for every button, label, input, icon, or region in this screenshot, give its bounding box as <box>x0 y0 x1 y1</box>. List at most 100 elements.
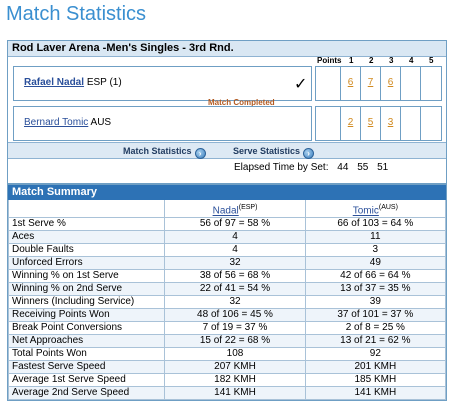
set-score <box>401 107 421 140</box>
set-score: 7 <box>361 67 381 100</box>
set-score: 5 <box>361 107 381 140</box>
elapsed-set-3: 51 <box>377 162 389 173</box>
player2-column-header: Tomic(AUS) <box>304 200 447 218</box>
player2-header-link[interactable]: Tomic <box>352 205 379 217</box>
player1-value: 4 <box>164 229 306 244</box>
set-header-5: 5 <box>429 56 434 65</box>
tab-label: Match Statistics <box>123 146 192 156</box>
set-score: 6 <box>341 67 361 100</box>
player-link-tomic[interactable]: Bernard Tomic <box>24 117 89 128</box>
table-row: Fastest Serve Speed 207 KMH 201 KMH <box>7 359 447 374</box>
table-row: Total Points Won 108 92 <box>7 346 447 361</box>
set-score-link[interactable]: 6 <box>347 77 354 88</box>
player2-value: 39 <box>304 294 447 309</box>
player-country: ESP <box>86 77 107 88</box>
table-row: Net Approaches 15 of 22 = 68 % 13 of 21 = … <box>7 333 447 348</box>
stat-label: Break Point Conversions <box>7 320 166 335</box>
points-header: Points <box>317 56 342 65</box>
player2-value: 201 KMH <box>304 359 447 374</box>
set-score: 2 <box>341 107 361 140</box>
player1-value: 15 of 22 = 68 % <box>164 333 306 348</box>
elapsed-label: Elapsed Time by Set: <box>234 162 329 173</box>
match-status: Match Completed <box>208 98 275 107</box>
table-row: Double Faults 4 3 <box>7 242 447 257</box>
player-row-2: Bernard Tomic AUS <box>13 106 312 141</box>
arrow-circle-icon[interactable]: › <box>194 148 206 159</box>
player2-value: 49 <box>304 255 447 270</box>
player1-value: 48 of 106 = 45 % <box>164 307 306 322</box>
player2-value: 185 KMH <box>304 372 447 387</box>
empty-header-cell <box>7 200 166 218</box>
winner-check-icon: ✓ <box>294 76 308 93</box>
stat-label: Winning % on 1st Serve <box>7 268 166 283</box>
round-title: Rod Laver Arena -Men's Singles - 3rd Rnd… <box>12 42 234 54</box>
tab-serve-statistics[interactable]: Serve Statistics › <box>233 146 315 159</box>
player-country: AUS <box>90 117 112 128</box>
player1-column-header: Nadal(ESP) <box>164 200 306 218</box>
set-header-3: 3 <box>389 56 394 65</box>
set-score: 3 <box>381 107 401 140</box>
tab-match-statistics[interactable]: Match Statistics › <box>123 146 206 159</box>
stats-tabs: Match Statistics › Serve Statistics › <box>8 142 446 159</box>
player2-value: 42 of 66 = 64 % <box>304 268 447 283</box>
player2-country: (AUS) <box>378 204 398 212</box>
elapsed-set-2: 55 <box>357 162 369 173</box>
table-row: Receiving Points Won 48 of 106 = 45 % 37 o… <box>7 307 447 322</box>
set-score-link[interactable]: 7 <box>367 77 374 88</box>
player1-country: (ESP) <box>238 204 258 212</box>
set-score <box>421 107 441 140</box>
player1-value: 56 of 97 = 58 % <box>164 216 306 231</box>
player1-value: 7 of 19 = 37 % <box>164 320 306 335</box>
player2-value: 2 of 8 = 25 % <box>304 320 447 335</box>
player2-value: 141 KMH <box>304 385 447 400</box>
set-score-link[interactable]: 6 <box>387 77 394 88</box>
set-header-1: 1 <box>349 56 354 65</box>
player2-value: 3 <box>304 242 447 257</box>
player1-value: 141 KMH <box>164 385 306 400</box>
summary-column-header: Nadal(ESP) Tomic(AUS) <box>7 200 447 218</box>
match-summary: Match Summary Nadal(ESP) Tomic(AUS) 1st … <box>7 184 447 401</box>
elapsed-set-1: 44 <box>337 162 349 173</box>
stat-label: Fastest Serve Speed <box>7 359 166 374</box>
player-row-1: Rafael Nadal ESP (1) ✓ <box>13 66 312 101</box>
table-row: Average 1st Serve Speed 182 KMH 185 KMH <box>7 372 447 387</box>
player2-value: 37 of 101 = 37 % <box>304 307 447 322</box>
summary-title: Match Summary <box>8 185 446 200</box>
set-score: 6 <box>381 67 401 100</box>
arrow-circle-icon[interactable]: › <box>303 148 315 159</box>
scoreboard: Rod Laver Arena -Men's Singles - 3rd Rnd… <box>7 40 447 184</box>
stat-label: Winners (Including Service) <box>7 294 166 309</box>
set-header-2: 2 <box>369 56 374 65</box>
stat-label: Average 2nd Serve Speed <box>7 385 166 400</box>
table-row: Average 2nd Serve Speed 141 KMH 141 KMH <box>7 385 447 400</box>
elapsed-time: Elapsed Time by Set: 44 55 51 <box>234 162 388 173</box>
stat-label: Aces <box>7 229 166 244</box>
set-score <box>401 67 421 100</box>
table-row: Winners (Including Service) 32 39 <box>7 294 447 309</box>
player1-value: 22 of 41 = 54 % <box>164 281 306 296</box>
player1-value: 182 KMH <box>164 372 306 387</box>
table-row: Unforced Errors 32 49 <box>7 255 447 270</box>
points-cell <box>316 107 341 140</box>
page-title: Match Statistics <box>6 3 147 25</box>
player2-value: 13 of 21 = 62 % <box>304 333 447 348</box>
player1-value: 207 KMH <box>164 359 306 374</box>
set-header-4: 4 <box>409 56 414 65</box>
stat-label: Net Approaches <box>7 333 166 348</box>
player-link-nadal[interactable]: Rafael Nadal <box>24 77 85 88</box>
stat-label: Receiving Points Won <box>7 307 166 322</box>
tab-label: Serve Statistics <box>233 146 301 156</box>
set-score-link[interactable]: 5 <box>367 117 374 128</box>
table-row: 1st Serve % 56 of 97 = 58 % 66 of 103 = 64… <box>7 216 447 231</box>
set-score-link[interactable]: 2 <box>347 117 354 128</box>
player1-value: 108 <box>164 346 306 361</box>
stat-label: Unforced Errors <box>7 255 166 270</box>
set-score-link[interactable]: 3 <box>387 117 394 128</box>
set-scores-player-2: 2 5 3 <box>315 106 442 141</box>
stat-label: Average 1st Serve Speed <box>7 372 166 387</box>
player1-header-link[interactable]: Nadal <box>212 205 239 217</box>
player2-value: 92 <box>304 346 447 361</box>
set-score <box>421 67 441 100</box>
points-cell <box>316 67 341 100</box>
stat-label: Winning % on 2nd Serve <box>7 281 166 296</box>
